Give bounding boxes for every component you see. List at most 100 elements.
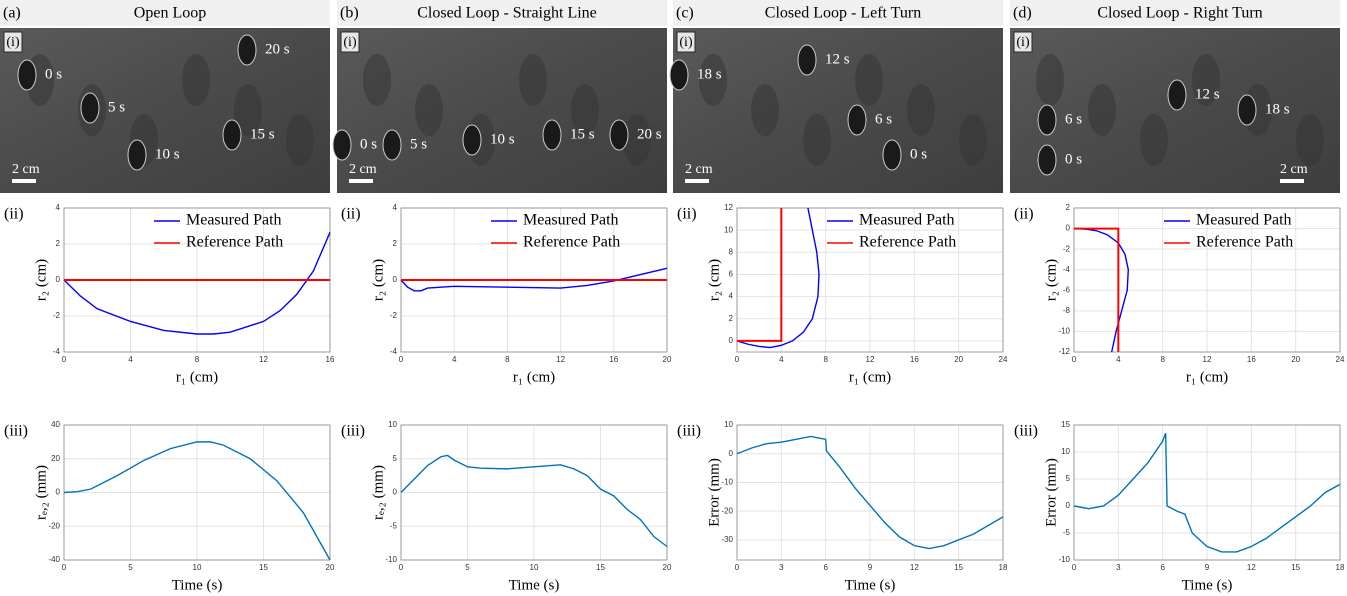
x-tick-label: 15 <box>596 563 605 572</box>
plot-frame <box>736 207 1004 353</box>
data-line <box>736 435 1004 550</box>
robot <box>882 139 902 171</box>
y-tick-label: -2 <box>390 311 398 320</box>
x-tick-label: 8 <box>1160 355 1165 364</box>
y-tick-label: 10 <box>724 225 733 234</box>
shadow <box>751 84 779 136</box>
data-line <box>1073 227 1130 353</box>
robot <box>847 104 867 136</box>
x-tick-label: 0 <box>62 563 67 572</box>
x-axis-label: Time (s) <box>845 577 896 593</box>
shadow <box>855 54 883 106</box>
time-label: 18 s <box>1265 101 1290 117</box>
y-tick-label: 4 <box>56 203 61 212</box>
time-label: 10 s <box>490 131 515 147</box>
header-band <box>673 0 1003 26</box>
x-tick-label: 16 <box>326 355 335 364</box>
x-tick-label: 4 <box>452 355 457 364</box>
y-tick-label: 2 <box>56 239 61 248</box>
scale-label: 2 cm <box>685 162 713 177</box>
x-tick-label: 8 <box>195 355 200 364</box>
x-tick-label: 18 <box>999 563 1008 572</box>
y-tick-label: 0 <box>1066 501 1071 510</box>
shadow <box>415 84 443 136</box>
scale-bar <box>349 179 373 183</box>
x-tick-label: 4 <box>128 355 133 364</box>
time-label: 15 s <box>570 126 595 142</box>
robot <box>1037 144 1057 176</box>
panel-label: (d) <box>1013 5 1032 22</box>
x-tick-label: 12 <box>259 355 268 364</box>
photo-label-box <box>676 31 696 53</box>
legend-label: Measured Path <box>859 212 955 229</box>
time-label: 0 s <box>360 136 377 152</box>
data-line <box>400 454 668 548</box>
panel-title: Closed Loop - Left Turn <box>765 5 921 22</box>
x-tick-label: 6 <box>823 563 828 572</box>
data-line <box>63 232 331 335</box>
plot-frame <box>1073 424 1341 561</box>
x-axis-label: r₁ (cm) <box>1186 369 1228 385</box>
shadow <box>1192 54 1220 106</box>
plot-frame <box>736 424 1004 561</box>
x-axis-label: r₁ (cm) <box>849 369 891 385</box>
robot <box>609 119 629 151</box>
panel-label: (iii) <box>1014 423 1038 440</box>
x-tick-label: 24 <box>1336 355 1345 364</box>
panel-label: (ii) <box>4 206 24 223</box>
y-tick-label: -30 <box>721 535 733 544</box>
robot <box>237 34 257 66</box>
y-tick-label: 0 <box>729 336 734 345</box>
robot <box>797 44 817 76</box>
y-tick-label: -5 <box>1063 528 1071 537</box>
y-axis-label: r₂ (cm) <box>370 259 386 301</box>
y-tick-label: 20 <box>51 454 60 463</box>
header-band <box>337 0 667 26</box>
x-tick-label: 0 <box>1072 355 1077 364</box>
x-axis-label: Time (s) <box>509 577 560 593</box>
x-tick-label: 20 <box>954 355 963 364</box>
x-tick-label: 15 <box>954 563 963 572</box>
y-tick-label: 6 <box>729 270 734 279</box>
legend-label: Reference Path <box>1196 234 1293 251</box>
y-tick-label: -2 <box>1063 244 1071 253</box>
photo-label-box <box>340 31 360 53</box>
data-line <box>63 441 331 561</box>
scale-label: 2 cm <box>12 162 40 177</box>
panel-label: (iii) <box>4 423 28 440</box>
y-tick-label: 4 <box>393 203 398 212</box>
data-line <box>736 207 820 349</box>
panel-label: (c) <box>676 5 694 22</box>
x-tick-label: 16 <box>1247 355 1256 364</box>
time-label: 20 s <box>637 126 662 142</box>
scale-label: 2 cm <box>1280 162 1308 177</box>
x-tick-label: 3 <box>1116 563 1121 572</box>
legend-label: Measured Path <box>1196 212 1292 229</box>
shadow <box>286 114 314 166</box>
shadow <box>363 54 391 106</box>
y-tick-label: -6 <box>1063 285 1071 294</box>
y-tick-label: 4 <box>729 292 734 301</box>
time-label: 15 s <box>250 126 275 142</box>
y-tick-label: 0 <box>729 449 734 458</box>
x-tick-label: 20 <box>326 563 335 572</box>
robot <box>80 92 100 124</box>
x-tick-label: 0 <box>399 563 404 572</box>
panel-label: (iii) <box>677 423 701 440</box>
y-tick-label: 15 <box>1061 420 1070 429</box>
x-tick-label: 0 <box>735 563 740 572</box>
time-label: 12 s <box>825 51 850 67</box>
photo-label: (i) <box>1016 35 1030 50</box>
y-axis-label: r₂ (cm) <box>33 259 49 301</box>
x-tick-label: 9 <box>1205 563 1210 572</box>
x-tick-label: 8 <box>823 355 828 364</box>
y-axis-label: r₂ (cm) <box>706 259 722 301</box>
y-tick-label: 0 <box>393 275 398 284</box>
y-axis-label: r₂ (cm) <box>1043 259 1059 301</box>
x-tick-label: 20 <box>663 355 672 364</box>
y-tick-label: -20 <box>721 506 733 515</box>
x-tick-label: 10 <box>193 563 202 572</box>
panel-title: Closed Loop - Straight Line <box>417 5 597 22</box>
y-tick-label: -5 <box>390 521 398 530</box>
